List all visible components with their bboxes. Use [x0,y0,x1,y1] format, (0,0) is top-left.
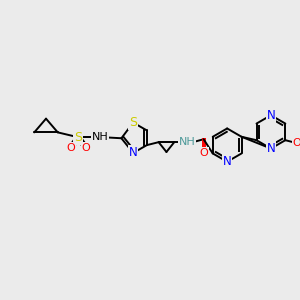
Text: N: N [267,109,275,122]
Text: O: O [66,143,75,153]
Text: N: N [267,142,275,155]
Text: O: O [199,148,208,158]
Text: N: N [223,155,232,168]
Text: O: O [293,138,300,148]
Text: N: N [129,146,137,159]
Text: NH: NH [178,137,195,147]
Text: S: S [129,116,137,129]
Text: S: S [74,131,82,144]
Text: O: O [82,143,91,153]
Text: NH: NH [92,132,108,142]
